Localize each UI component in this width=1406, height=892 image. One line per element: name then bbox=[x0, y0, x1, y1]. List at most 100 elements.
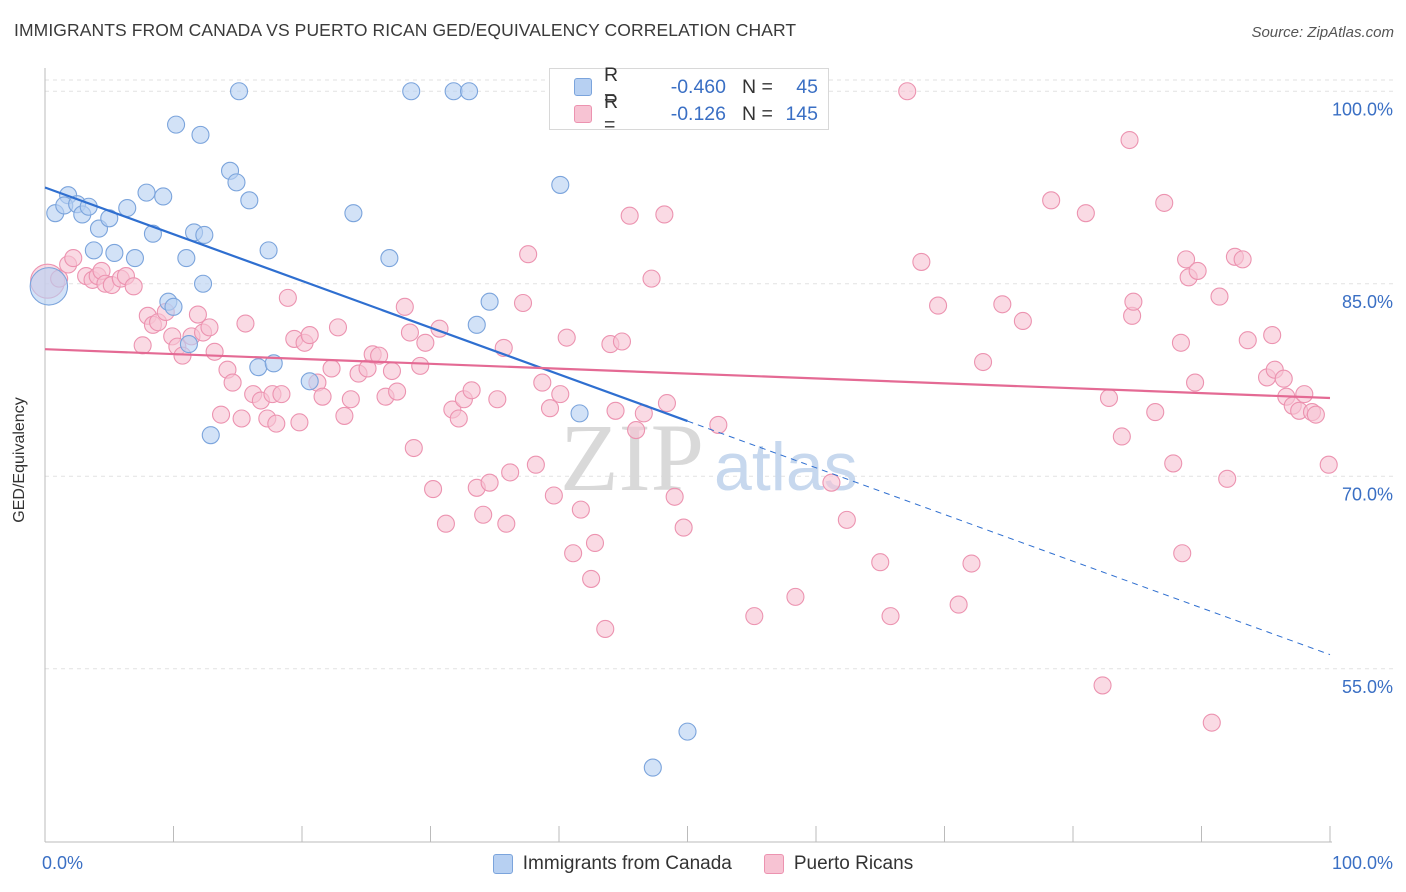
puerto-ricans-point bbox=[1042, 191, 1061, 210]
canada-point bbox=[249, 358, 268, 377]
puerto-ricans-point bbox=[585, 533, 605, 553]
puerto-ricans-point bbox=[642, 269, 661, 288]
puerto-ricans-point bbox=[973, 352, 993, 372]
canada-point bbox=[191, 125, 210, 144]
puerto-ricans-point bbox=[1164, 454, 1183, 473]
puerto-ricans-point bbox=[709, 415, 728, 434]
puerto-ricans-point bbox=[929, 296, 948, 315]
trend-lines bbox=[44, 186, 1331, 656]
puerto-ricans-point bbox=[657, 394, 676, 413]
puerto-ricans-point bbox=[551, 385, 570, 404]
canada-swatch bbox=[574, 78, 592, 96]
puerto-ricans-point bbox=[1218, 469, 1237, 488]
canada-trend-line bbox=[44, 186, 688, 423]
puerto-ricans-point bbox=[1274, 369, 1293, 388]
puerto-ricans-point bbox=[745, 607, 764, 626]
canada-point bbox=[195, 225, 214, 245]
r-value: -0.126 bbox=[670, 102, 726, 125]
puerto-ricans-swatch bbox=[574, 105, 592, 123]
canada-point bbox=[551, 175, 570, 194]
puerto-ricans-point bbox=[1171, 333, 1190, 352]
puerto-ricans-point bbox=[236, 314, 255, 333]
puerto-ricans-point bbox=[1093, 676, 1112, 695]
puerto-ricans-point bbox=[341, 390, 360, 409]
y-tick-label: 85.0% bbox=[1342, 292, 1393, 312]
canada-point bbox=[179, 335, 198, 354]
puerto-ricans-point bbox=[519, 245, 538, 264]
puerto-ricans-point bbox=[1177, 250, 1196, 269]
puerto-ricans-point bbox=[395, 297, 414, 316]
puerto-ricans-point bbox=[200, 318, 219, 337]
puerto-ricans-point bbox=[1124, 292, 1143, 311]
source-credit: Source: ZipAtlas.com bbox=[1251, 24, 1394, 41]
canada-point bbox=[570, 404, 589, 423]
puerto-ricans-point bbox=[124, 277, 143, 296]
puerto-ricans-point bbox=[205, 342, 224, 361]
canada-point bbox=[154, 187, 173, 206]
puerto-ricans-point bbox=[449, 409, 468, 428]
canada-point bbox=[678, 722, 697, 741]
puerto-ricans-point bbox=[612, 332, 632, 351]
r-label: R = bbox=[604, 64, 619, 109]
puerto-ricans-point bbox=[526, 455, 545, 474]
n-label: N = bbox=[742, 75, 773, 98]
puerto-ricans-point bbox=[1173, 544, 1192, 563]
puerto-ricans-point bbox=[474, 505, 493, 524]
puerto-ricans-point bbox=[513, 293, 533, 313]
canada-point bbox=[402, 82, 421, 101]
canada-point bbox=[240, 191, 259, 210]
puerto-ricans-point bbox=[1120, 130, 1139, 150]
puerto-ricans-point bbox=[1202, 713, 1221, 732]
puerto-ricans-point bbox=[64, 249, 83, 268]
puerto-ricans-point bbox=[1099, 388, 1119, 408]
canada-point bbox=[194, 274, 213, 293]
r-label: R = bbox=[604, 91, 619, 136]
puerto-ricans-point bbox=[462, 381, 481, 400]
legend-item-canada[interactable]: Immigrants from Canada bbox=[492, 853, 732, 875]
puerto-ricans-point bbox=[962, 554, 981, 573]
y-tick-label: 100.0% bbox=[1332, 99, 1393, 119]
canada-point bbox=[137, 183, 156, 202]
x-tick-label: 100.0% bbox=[1332, 853, 1393, 873]
canada-point bbox=[167, 115, 186, 134]
n-value: 45 bbox=[796, 75, 818, 98]
puerto-ricans-point bbox=[1155, 193, 1174, 212]
correlation-legend: R = -0.460 N = 45 R = -0.126 N = 145 bbox=[549, 64, 829, 136]
x-tick-label: 0.0% bbox=[42, 853, 83, 873]
legend-item-puerto-ricans[interactable]: Puerto Ricans bbox=[763, 853, 914, 875]
canada-point bbox=[125, 249, 144, 268]
legend-label-puerto-ricans: Puerto Ricans bbox=[793, 853, 914, 874]
puerto-ricans-point bbox=[335, 406, 354, 425]
puerto-ricans-point bbox=[1112, 427, 1131, 446]
puerto-ricans-point bbox=[993, 295, 1012, 314]
puerto-ricans-point bbox=[1263, 326, 1282, 345]
puerto-ricans-point bbox=[1238, 331, 1257, 350]
puerto-ricans-point bbox=[557, 328, 576, 347]
y-tick-label: 55.0% bbox=[1342, 677, 1393, 697]
axes bbox=[44, 68, 1332, 843]
r-value: -0.460 bbox=[670, 75, 726, 98]
puerto-ricans-point bbox=[1306, 405, 1325, 424]
puerto-ricans-point bbox=[544, 486, 563, 505]
puerto-ricans-point bbox=[655, 205, 674, 224]
puerto-ricans-point bbox=[480, 473, 499, 492]
immigrants-from-canada-series bbox=[29, 82, 697, 777]
puerto-ricans-point bbox=[272, 385, 291, 404]
puerto-ricans-point bbox=[322, 359, 341, 378]
tick-labels: 100.0% 85.0% 70.0% 55.0% 0.0% 100.0% bbox=[42, 99, 1393, 873]
puerto-ricans-trend-line bbox=[44, 348, 1331, 400]
legend-row-canada: R = -0.460 N = 45 bbox=[574, 64, 818, 109]
canada-point bbox=[201, 426, 220, 445]
canada-point bbox=[300, 372, 319, 391]
canada-point bbox=[643, 758, 662, 777]
puerto-ricans-point bbox=[400, 323, 419, 342]
puerto-ricans-point bbox=[211, 405, 231, 424]
puerto-ricans-point bbox=[388, 382, 407, 401]
puerto-ricans-point bbox=[871, 553, 890, 572]
puerto-ricans-point bbox=[627, 420, 646, 440]
puerto-ricans-point bbox=[540, 399, 560, 418]
canada-point bbox=[380, 249, 399, 268]
canada-swatch bbox=[492, 854, 513, 874]
puerto-ricans-point bbox=[898, 82, 917, 101]
canada-point bbox=[259, 241, 278, 260]
